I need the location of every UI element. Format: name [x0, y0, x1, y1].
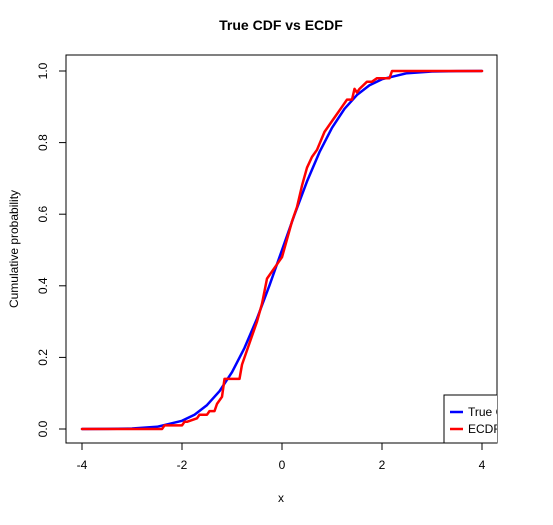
chart-title: True CDF vs ECDF — [219, 17, 343, 33]
y-tick-label: 0.8 — [36, 134, 50, 151]
x-tick-label: -4 — [77, 458, 88, 472]
series-line-true-cdf — [80, 69, 484, 431]
legend-box — [443, 394, 497, 443]
axes: -4 -2 0 2 4 0.0 0.2 0.4 0.6 0.8 1.0 — [36, 62, 486, 472]
legend-label: True CDF — [468, 405, 520, 419]
y-tick-label: 0.4 — [36, 277, 50, 294]
x-tick-label: 0 — [279, 458, 286, 472]
y-tick-label: 0.2 — [36, 349, 50, 366]
y-tick-label: 0.6 — [36, 206, 50, 223]
plot-area — [80, 69, 484, 431]
series-group — [80, 69, 484, 431]
x-tick-label: 2 — [379, 458, 386, 472]
series-line-ecdf — [80, 69, 484, 431]
y-tick-label: 0.0 — [36, 420, 50, 437]
x-axis-label: x — [278, 491, 284, 505]
legend-label: ECDF — [468, 422, 501, 436]
legend: True CDF ECDF — [443, 394, 520, 443]
x-tick-label: 4 — [479, 458, 486, 472]
y-axis-label: Cumulative probability — [7, 190, 21, 308]
x-tick-label: -2 — [177, 458, 188, 472]
y-tick-label: 1.0 — [36, 62, 50, 79]
